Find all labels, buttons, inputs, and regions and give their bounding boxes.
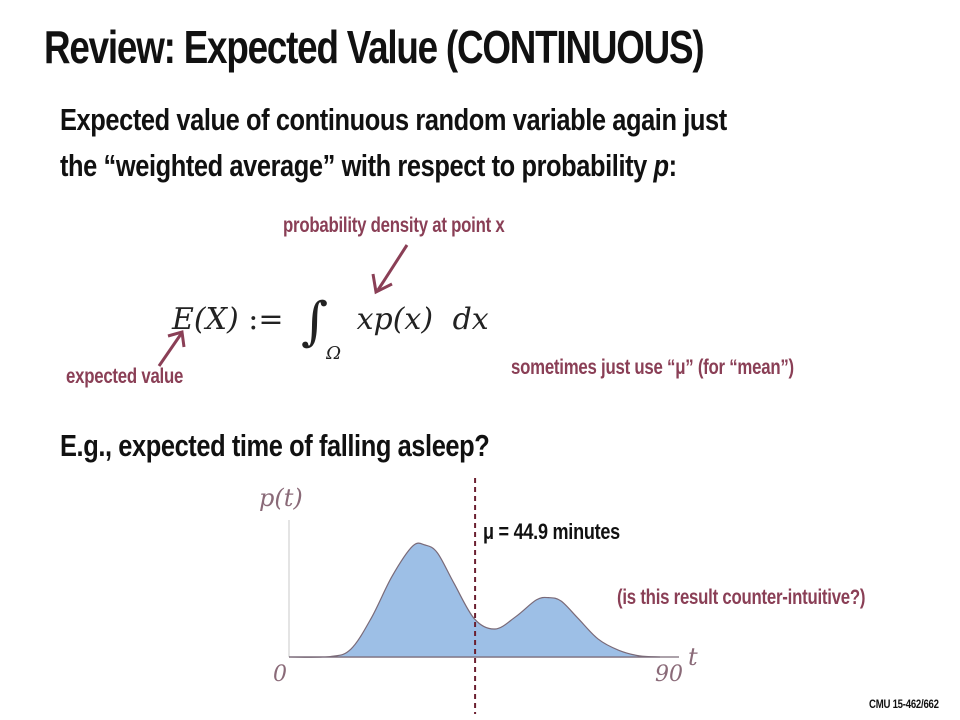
question-annotation: (is this result counter-intuitive?) xyxy=(617,586,866,609)
course-footer: CMU 15-462/662 xyxy=(869,697,939,711)
formula-assign: := xyxy=(248,302,284,337)
integral-domain: Ω xyxy=(326,343,342,364)
x-tick-label-max: 90 xyxy=(655,662,683,687)
integral-symbol: ∫ xyxy=(301,292,329,352)
density-arrow xyxy=(371,244,409,295)
density-chart xyxy=(288,478,679,714)
expected-value-annotation: expected value xyxy=(66,365,184,388)
y-axis-label: p(t) xyxy=(259,484,303,512)
density-annotation: probability density at point x xyxy=(283,214,505,237)
bullet-line-2: the “weighted average” with respect to p… xyxy=(60,148,677,184)
slide-title: Review: Expected Value (CONTINUOUS) xyxy=(44,21,705,73)
example-heading: E.g., expected time of falling asleep? xyxy=(60,428,490,463)
formula-integrand: xp(x) xyxy=(356,302,434,337)
bullet-line-1: Expected value of continuous random vari… xyxy=(60,102,727,137)
bullet-line-2-colon: : xyxy=(668,148,677,183)
expected-value-arrow xyxy=(157,330,186,367)
x-tick-label-min: 0 xyxy=(273,662,287,687)
bullet-line-2-text: the “weighted average” with respect to p… xyxy=(60,148,654,183)
mean-marker-label: μ = 44.9 minutes xyxy=(483,519,620,544)
probability-variable: p xyxy=(653,148,670,183)
formula-differential: dx xyxy=(452,302,489,337)
x-axis-label: t xyxy=(688,643,698,671)
density-area xyxy=(288,542,661,658)
mu-annotation: sometimes just use “μ” (for “mean”) xyxy=(511,356,794,379)
